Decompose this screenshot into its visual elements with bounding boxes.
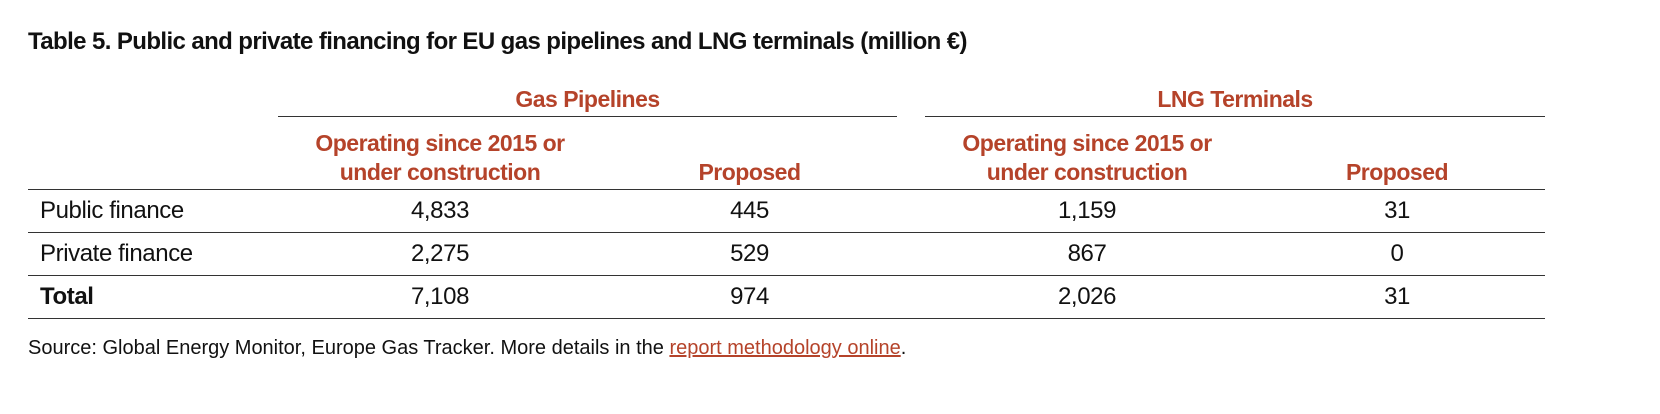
table-cell: 1,159 xyxy=(925,189,1250,233)
table: Gas Pipelines LNG Terminals Operating si… xyxy=(28,82,1546,319)
table-cell: 2,026 xyxy=(925,275,1250,319)
table-cell: 529 xyxy=(602,232,898,276)
table-cell: 7,108 xyxy=(278,275,602,319)
table-row: Private finance 2,275 529 867 0 xyxy=(28,232,1546,276)
table-cell: 0 xyxy=(1249,232,1546,276)
column-header: Proposed xyxy=(1345,159,1449,185)
column-header: Operating since 2015 or under constructi… xyxy=(962,130,1212,185)
table-cell: 974 xyxy=(602,275,898,319)
source-link[interactable]: report methodology online xyxy=(669,337,901,359)
group-header: LNG Terminals xyxy=(925,82,1546,117)
table-cell: 31 xyxy=(1249,189,1546,233)
column-header: Proposed xyxy=(698,159,801,185)
table-cell: 31 xyxy=(1249,275,1546,319)
table-cell: 445 xyxy=(602,189,898,233)
table-row: Public finance 4,833 445 1,159 31 xyxy=(28,189,1546,233)
group-header: Gas Pipelines xyxy=(278,82,898,117)
source-text: Source: Global Energy Monitor, Europe Ga… xyxy=(28,337,670,359)
table-cell: 4,833 xyxy=(278,189,602,233)
row-label: Public finance xyxy=(28,189,278,233)
table-cell: 867 xyxy=(925,232,1250,276)
source-note: Source: Global Energy Monitor, Europe Ga… xyxy=(28,337,906,360)
source-end: . xyxy=(900,337,907,359)
column-header: Operating since 2015 or under constructi… xyxy=(315,130,565,185)
table-row: Total 7,108 974 2,026 31 xyxy=(28,275,1546,319)
table-cell: 2,275 xyxy=(278,232,602,276)
row-label: Total xyxy=(28,275,278,319)
row-label: Private finance xyxy=(28,232,278,276)
table-title: Table 5. Public and private financing fo… xyxy=(28,28,968,55)
